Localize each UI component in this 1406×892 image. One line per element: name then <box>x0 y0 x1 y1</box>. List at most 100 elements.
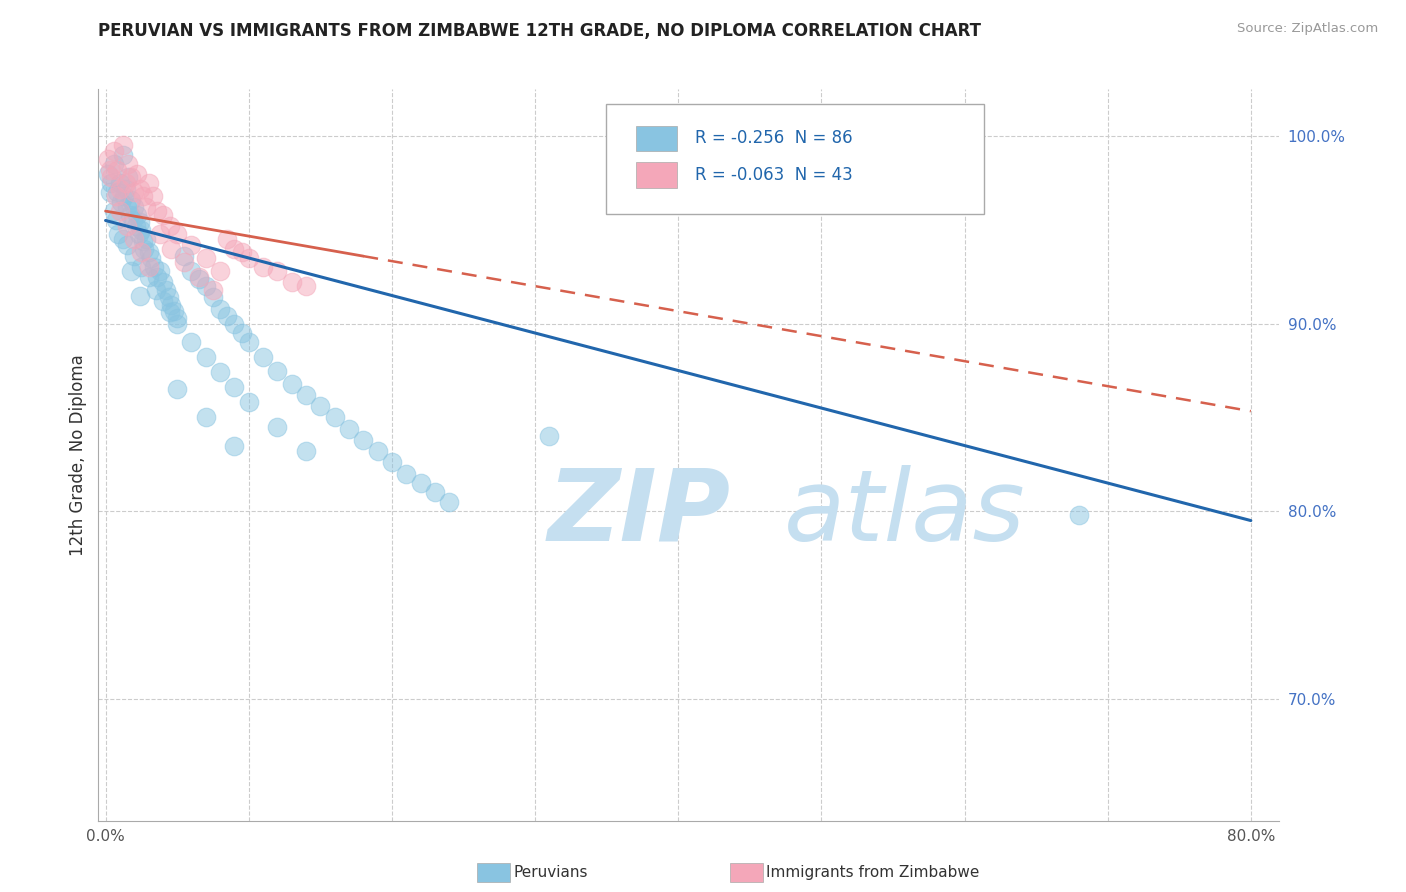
Point <box>160 298 183 312</box>
Point <box>131 245 153 260</box>
Point <box>103 157 125 171</box>
Point <box>149 264 172 278</box>
Point <box>295 444 318 458</box>
Point <box>166 311 188 326</box>
Point <box>224 438 246 452</box>
Point <box>122 200 145 214</box>
Point <box>381 455 404 469</box>
Point <box>194 251 217 265</box>
Point <box>115 219 138 233</box>
Point <box>117 170 139 185</box>
Point <box>111 138 134 153</box>
Point <box>323 410 346 425</box>
Point <box>105 186 128 200</box>
Point <box>122 186 145 200</box>
Point <box>194 410 217 425</box>
Text: Immigrants from Zimbabwe: Immigrants from Zimbabwe <box>766 865 980 880</box>
Point <box>201 283 224 297</box>
Point <box>295 279 318 293</box>
Point <box>111 232 134 246</box>
Text: PERUVIAN VS IMMIGRANTS FROM ZIMBABWE 12TH GRADE, NO DIPLOMA CORRELATION CHART: PERUVIAN VS IMMIGRANTS FROM ZIMBABWE 12T… <box>98 22 981 40</box>
Point <box>103 144 125 158</box>
Point <box>114 181 136 195</box>
Point <box>217 232 239 246</box>
Text: atlas: atlas <box>783 465 1025 562</box>
Point <box>125 208 148 222</box>
Point <box>152 208 174 222</box>
Point <box>1067 508 1090 522</box>
Point <box>114 176 136 190</box>
Text: R = -0.256  N = 86: R = -0.256 N = 86 <box>695 129 852 147</box>
Point <box>224 317 246 331</box>
Point <box>224 380 246 394</box>
Text: Peruvians: Peruvians <box>513 865 588 880</box>
Point <box>231 326 253 340</box>
Point <box>146 204 169 219</box>
Point <box>103 204 125 219</box>
Point <box>132 189 155 203</box>
Point <box>138 245 160 260</box>
Point <box>231 245 253 260</box>
Point <box>409 476 432 491</box>
Point <box>209 264 232 278</box>
Point <box>163 303 186 318</box>
Point <box>111 148 134 162</box>
Point <box>209 365 232 379</box>
Point <box>201 290 224 304</box>
Point <box>295 388 318 402</box>
Point <box>112 189 135 203</box>
Point <box>131 260 153 275</box>
Point <box>135 232 157 246</box>
Bar <box>636 162 678 188</box>
Point <box>100 170 122 185</box>
Point <box>423 485 446 500</box>
Point <box>266 363 288 377</box>
Point <box>138 260 160 275</box>
Point <box>98 186 121 200</box>
Point <box>120 264 142 278</box>
Point <box>104 189 127 203</box>
Point <box>166 382 188 396</box>
Point <box>157 290 180 304</box>
Point <box>309 399 332 413</box>
Point <box>118 208 141 222</box>
Point <box>194 351 217 365</box>
Point <box>100 176 122 190</box>
Point <box>280 276 302 290</box>
Point <box>145 283 167 297</box>
Point <box>117 157 139 171</box>
Point <box>266 264 288 278</box>
Point <box>122 232 145 246</box>
Point <box>238 395 260 409</box>
Point <box>146 269 169 284</box>
Point <box>160 242 183 256</box>
Point <box>180 238 202 252</box>
Point <box>108 176 131 190</box>
FancyBboxPatch shape <box>606 103 984 213</box>
Point <box>352 433 374 447</box>
Point <box>538 429 561 443</box>
Point <box>97 152 120 166</box>
Point <box>138 176 160 190</box>
Point <box>115 238 138 252</box>
Point <box>120 170 142 185</box>
Point <box>152 276 174 290</box>
Point <box>180 264 202 278</box>
Point <box>121 213 143 227</box>
Point <box>152 294 174 309</box>
Point <box>217 309 239 323</box>
Point <box>209 301 232 316</box>
Point <box>166 227 188 241</box>
Point <box>132 234 155 248</box>
Text: ZIP: ZIP <box>547 465 730 562</box>
Point <box>166 317 188 331</box>
Point <box>367 444 389 458</box>
Point <box>129 181 152 195</box>
Point <box>125 167 148 181</box>
Point <box>98 162 121 177</box>
Point <box>141 251 163 265</box>
Text: Source: ZipAtlas.com: Source: ZipAtlas.com <box>1237 22 1378 36</box>
Point <box>266 419 288 434</box>
Point <box>187 271 209 285</box>
Point <box>173 254 195 268</box>
